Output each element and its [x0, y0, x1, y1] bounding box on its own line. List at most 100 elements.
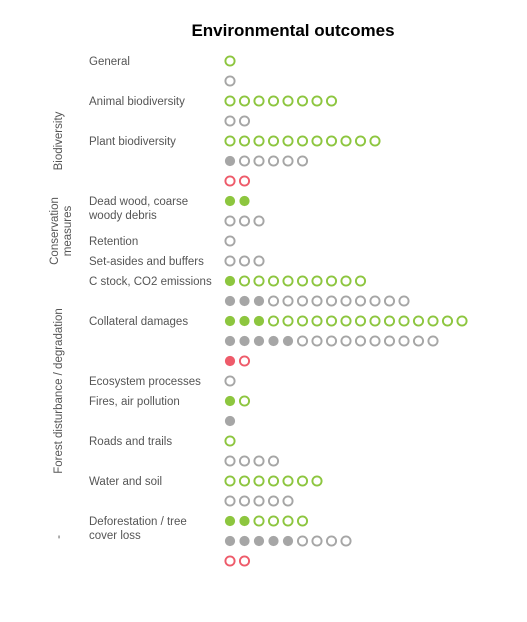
open-grey-dot	[238, 115, 251, 127]
open-green-dot	[224, 55, 236, 67]
row-label: Dead wood, coarse	[89, 196, 188, 208]
filled-grey-dot	[224, 535, 236, 547]
open-grey-dot	[325, 535, 338, 547]
open-green-dot	[296, 135, 309, 147]
open-grey-dot	[224, 215, 236, 227]
filled-grey-dot	[224, 415, 236, 427]
open-green-dot	[238, 135, 251, 147]
open-green-dot	[296, 315, 309, 327]
open-green-dot	[354, 315, 367, 327]
open-grey-dot	[282, 155, 294, 167]
filled-green-dot	[253, 315, 265, 327]
filled-green-dot	[224, 195, 236, 207]
open-green-dot	[267, 475, 280, 487]
open-grey-dot	[325, 335, 338, 347]
open-grey-dot	[224, 455, 236, 467]
open-green-dot	[282, 135, 294, 147]
dots-layer	[224, 55, 468, 567]
open-green-dot	[253, 475, 265, 487]
open-grey-dot	[238, 215, 251, 227]
open-grey-dot	[296, 535, 309, 547]
row-label: Retention	[89, 236, 138, 248]
filled-red-dot	[224, 355, 236, 367]
open-green-dot	[296, 475, 309, 487]
open-grey-dot	[282, 295, 294, 307]
open-green-dot	[267, 95, 280, 107]
open-red-dot	[224, 175, 236, 187]
filled-grey-dot	[253, 295, 265, 307]
open-green-dot	[427, 315, 439, 327]
open-grey-dot	[296, 335, 309, 347]
open-green-dot	[282, 275, 294, 287]
row-label: Plant biodiversity	[89, 136, 176, 148]
group-labels: Biodiversity Conservationmeasures Forest d…	[49, 111, 74, 539]
filled-green-dot	[224, 315, 236, 327]
open-red-dot	[238, 355, 251, 367]
filled-green-dot	[239, 315, 250, 327]
open-green-dot	[282, 315, 294, 327]
open-grey-dot	[398, 295, 410, 307]
open-grey-dot	[267, 295, 280, 307]
filled-grey-dot	[282, 535, 294, 547]
open-green-dot	[282, 475, 294, 487]
open-grey-dot	[238, 455, 251, 467]
open-grey-dot	[282, 495, 294, 507]
row-label: C stock, CO2 emissions	[89, 276, 212, 288]
open-grey-dot	[253, 495, 265, 507]
row-label: Collateral damages	[89, 316, 188, 328]
open-grey-dot	[354, 295, 367, 307]
open-green-dot	[340, 275, 352, 287]
row-label: Fires, air pollution	[89, 396, 180, 408]
filled-green-dot	[224, 515, 236, 527]
open-grey-dot	[267, 155, 280, 167]
open-green-dot	[369, 135, 381, 147]
open-grey-dot	[340, 535, 352, 547]
row-label: Animal biodiversity	[89, 96, 185, 108]
open-green-dot	[325, 275, 338, 287]
open-green-dot	[282, 515, 294, 527]
open-green-dot	[412, 315, 425, 327]
group-label-conservation: Conservationmeasures	[49, 197, 74, 265]
open-green-dot	[253, 135, 265, 147]
filled-grey-dot	[239, 295, 250, 307]
open-green-dot	[267, 275, 280, 287]
row-label: Deforestation / tree	[89, 516, 187, 528]
open-grey-dot	[369, 335, 381, 347]
chart-title: Environmental outcomes	[191, 21, 394, 40]
filled-grey-dot	[253, 335, 265, 347]
filled-grey-dot	[268, 335, 279, 347]
open-green-dot	[267, 315, 280, 327]
open-grey-dot	[311, 295, 323, 307]
filled-grey-dot	[253, 535, 265, 547]
open-red-dot	[224, 555, 236, 567]
filled-grey-dot	[224, 155, 236, 167]
row-label: Roads and trails	[89, 436, 172, 448]
open-green-dot	[253, 275, 265, 287]
open-green-dot	[456, 315, 468, 327]
row-label: Ecosystem processes	[89, 376, 201, 388]
open-grey-dot	[253, 255, 265, 267]
open-green-dot	[224, 475, 236, 487]
open-grey-dot	[224, 375, 236, 387]
filled-green-dot	[239, 515, 250, 527]
open-red-dot	[238, 175, 251, 187]
open-grey-dot	[325, 295, 338, 307]
filled-grey-dot	[239, 335, 250, 347]
open-green-dot	[354, 135, 367, 147]
filled-grey-dot	[268, 535, 279, 547]
open-green-dot	[311, 95, 323, 107]
open-grey-dot	[427, 335, 439, 347]
open-green-dot	[340, 135, 352, 147]
open-green-dot	[296, 275, 309, 287]
open-grey-dot	[383, 335, 396, 347]
open-grey-dot	[224, 115, 236, 127]
group-label: Forest disturbance / degradation	[53, 308, 65, 474]
open-green-dot	[354, 275, 367, 287]
open-green-dot	[267, 515, 280, 527]
open-green-dot	[238, 275, 251, 287]
filled-grey-dot	[224, 295, 236, 307]
open-grey-dot	[253, 455, 265, 467]
open-red-dot	[238, 555, 251, 567]
open-green-dot	[224, 95, 236, 107]
open-grey-dot	[383, 295, 396, 307]
